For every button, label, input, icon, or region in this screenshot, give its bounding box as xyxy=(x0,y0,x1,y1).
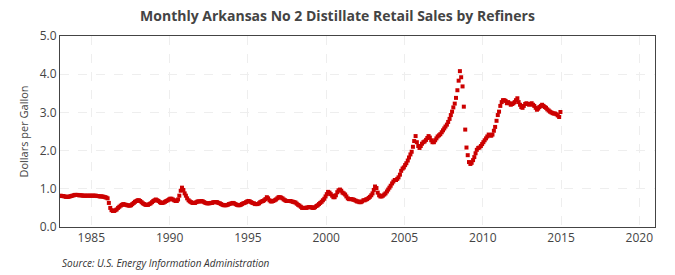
svg-text:5.0: 5.0 xyxy=(40,27,57,44)
svg-text:1.0: 1.0 xyxy=(40,180,57,197)
svg-text:2010: 2010 xyxy=(469,229,497,246)
svg-text:3.0: 3.0 xyxy=(40,104,57,121)
svg-text:2015: 2015 xyxy=(547,229,575,246)
svg-text:2020: 2020 xyxy=(626,229,654,246)
svg-text:1990: 1990 xyxy=(156,229,184,246)
svg-text:2005: 2005 xyxy=(391,229,419,246)
svg-text:1985: 1985 xyxy=(78,229,106,246)
svg-text:1995: 1995 xyxy=(234,229,262,246)
svg-text:Dollars per Gallon: Dollars per Gallon xyxy=(16,85,31,177)
svg-text:Monthly Arkansas No 2 Distilla: Monthly Arkansas No 2 Distillate Retail … xyxy=(140,6,535,25)
svg-text:2000: 2000 xyxy=(312,229,340,246)
svg-text:2.0: 2.0 xyxy=(40,142,57,159)
svg-text:0.0: 0.0 xyxy=(40,218,57,235)
svg-text:4.0: 4.0 xyxy=(40,65,57,82)
svg-text:Source: U.S. Energy Informatio: Source: U.S. Energy Information Administ… xyxy=(62,256,270,270)
